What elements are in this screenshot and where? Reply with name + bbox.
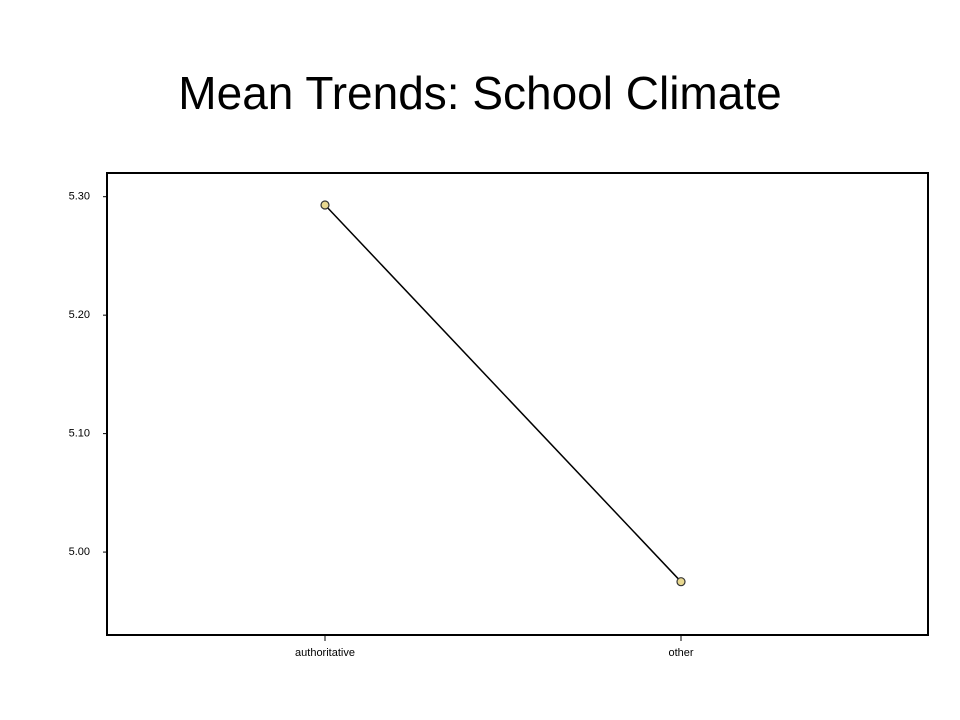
x-tick-label: other <box>668 647 693 659</box>
y-tick-label: 5.20 <box>69 309 90 321</box>
x-tick-label: authoritative <box>295 647 355 659</box>
chart-title: Mean Trends: School Climate <box>178 67 781 119</box>
marker <box>320 200 330 210</box>
plot-frame <box>106 172 929 636</box>
y-tick-label: 5.30 <box>69 191 90 203</box>
marker <box>676 577 686 587</box>
y-tick-label: 5.10 <box>69 428 90 440</box>
y-tick-label: 5.00 <box>69 546 90 558</box>
line <box>324 204 682 583</box>
